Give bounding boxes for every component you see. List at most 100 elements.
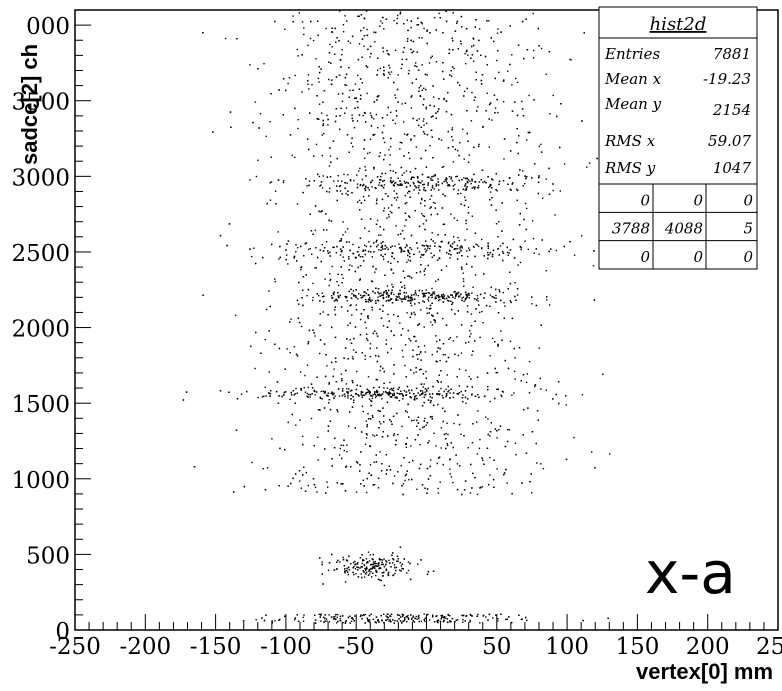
scatter-point: [430, 238, 432, 241]
scatter-point: [265, 308, 268, 311]
scatter-point: [360, 297, 363, 299]
scatter-point: [481, 169, 484, 171]
scatter-point: [404, 277, 406, 279]
scatter-point: [347, 358, 349, 360]
scatter-point: [340, 238, 343, 240]
scatter-point: [486, 20, 488, 22]
scatter-point: [342, 621, 344, 624]
scatter-point: [414, 313, 416, 316]
scatter-point: [456, 20, 459, 23]
scatter-point: [478, 28, 481, 30]
scatter-point: [383, 415, 385, 417]
scatter-point: [399, 292, 401, 295]
scatter-point: [456, 376, 458, 378]
scatter-point: [360, 313, 363, 315]
scatter-point: [404, 287, 406, 289]
scatter-point: [425, 244, 428, 247]
scatter-point: [483, 180, 486, 183]
scatter-point: [418, 185, 420, 187]
x-tick-label: -150: [190, 634, 242, 660]
scatter-point: [377, 477, 380, 479]
scatter-point: [375, 562, 377, 565]
scatter-point: [324, 617, 326, 620]
scatter-point: [497, 247, 500, 250]
scatter-point: [496, 59, 498, 62]
scatter-point: [429, 475, 432, 477]
scatter-point: [375, 395, 377, 397]
scatter-point: [367, 187, 369, 189]
scatter-point: [407, 300, 409, 302]
scatter-point: [420, 254, 423, 256]
scatter-point: [350, 142, 352, 144]
scatter-point: [346, 444, 348, 446]
scatter-point: [328, 78, 330, 81]
scatter-point: [573, 254, 576, 256]
scatter-point: [368, 393, 371, 395]
scatter-point: [212, 131, 214, 133]
scatter-point: [431, 287, 433, 290]
scatter-point: [382, 16, 384, 19]
scatter-point: [452, 396, 455, 399]
scatter-point: [349, 390, 352, 392]
scatter-point: [489, 431, 492, 433]
scatter-point: [367, 301, 370, 303]
scatter-point: [314, 486, 317, 489]
scatter-point: [341, 378, 343, 380]
scatter-point: [342, 483, 344, 485]
scatter-point: [443, 390, 445, 393]
scatter-point: [367, 561, 369, 564]
scatter-point: [367, 289, 369, 291]
scatter-point: [552, 94, 554, 97]
scatter-point: [388, 213, 390, 216]
scatter-point: [401, 103, 403, 105]
scatter-point: [384, 193, 387, 195]
scatter-point: [362, 114, 364, 117]
scatter-point: [375, 223, 378, 225]
scatter-point: [363, 571, 365, 573]
scatter-point: [331, 265, 333, 268]
scatter-point: [377, 296, 379, 298]
scatter-point: [397, 74, 399, 76]
scatter-point: [449, 397, 451, 399]
scatter-point: [455, 619, 457, 621]
scatter-point: [378, 395, 380, 397]
scatter-point: [390, 330, 392, 332]
scatter-point: [420, 309, 422, 311]
scatter-point: [462, 619, 464, 621]
scatter-point: [413, 335, 415, 338]
scatter-point: [480, 79, 483, 82]
scatter-point: [366, 34, 369, 37]
scatter-point: [404, 344, 407, 346]
scatter-point: [497, 28, 499, 30]
scatter-point: [375, 355, 377, 357]
scatter-point: [382, 187, 385, 189]
scatter-point: [456, 252, 459, 254]
scatter-point: [333, 180, 335, 182]
scatter-point: [499, 245, 502, 247]
scatter-point: [433, 96, 435, 98]
scatter-point: [337, 613, 339, 616]
scatter-point: [285, 249, 287, 251]
scatter-point: [495, 173, 497, 175]
scatter-point: [251, 255, 253, 258]
scatter-point: [368, 195, 370, 197]
scatter-point: [386, 387, 389, 389]
scatter-point: [378, 567, 380, 570]
scatter-point: [464, 299, 466, 301]
scatter-point: [505, 468, 507, 471]
scatter-point: [483, 297, 485, 299]
scatter-point: [337, 273, 339, 275]
scatter-point: [407, 614, 409, 617]
scatter-point: [354, 97, 356, 99]
scatter-point: [404, 297, 406, 299]
scatter-point: [410, 178, 412, 180]
scatter-point: [385, 390, 387, 393]
scatter-point: [264, 338, 266, 341]
scatter-point: [487, 257, 489, 260]
scatter-point: [434, 296, 437, 298]
y-tick-label: 2000: [11, 317, 70, 343]
y-tick-label: 0: [55, 619, 70, 645]
scatter-point: [403, 291, 405, 294]
scatter-point: [360, 94, 362, 97]
scatter-point: [392, 286, 394, 288]
